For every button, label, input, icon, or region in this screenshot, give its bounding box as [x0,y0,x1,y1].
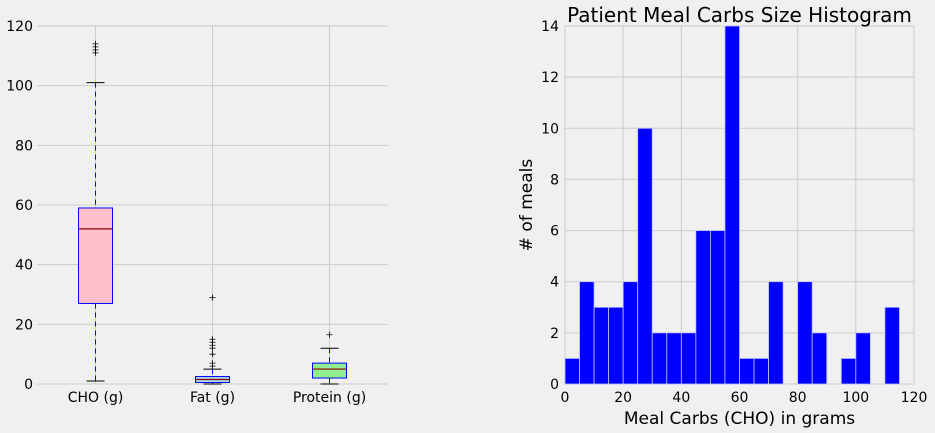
y-tick-label: 60 [15,198,33,214]
histogram-bar [811,332,828,385]
histogram-bar [739,358,755,385]
outlier-point [209,351,216,358]
y-tick-label: 2 [550,326,559,342]
histogram-bar [666,332,682,385]
y-tick-label: 0 [550,377,559,393]
y-tick-label: 40 [15,258,33,274]
histogram-bar [768,281,784,385]
y-axis-label: # of meals [517,159,537,252]
y-tick-label: 100 [6,79,33,95]
x-tick-label: Fat (g) [190,390,235,406]
y-tick-label: 120 [6,19,33,35]
histogram-bar [840,358,857,385]
histogram-bar [622,281,639,385]
y-tick-label: 20 [15,317,33,333]
x-tick-label: CHO (g) [68,390,124,406]
histogram-bar [884,306,900,385]
histogram-bar [797,281,813,385]
histogram-bar [637,127,653,385]
histogram-chart: 0 2 4 6 8 10 12 14 0 20 40 60 80 100 120 Patient Meal C… [517,3,927,429]
histogram-bar [608,306,624,385]
histogram-bar [855,332,871,385]
y-tick-label: 0 [24,377,33,393]
outlier-point [209,360,216,367]
histogram-bar [564,358,580,385]
x-tick-label: 80 [789,390,807,406]
outlier-point [209,294,216,301]
y-tick-label: 80 [15,138,33,154]
outlier-point [326,331,333,338]
chart-title: Patient Meal Carbs Size Histogram [567,3,912,27]
x-tick-label: 100 [842,390,869,406]
y-tick-label: 14 [541,19,559,35]
y-tick-label: 10 [541,121,559,137]
x-tick-label: 20 [614,390,632,406]
y-tick-label: 4 [550,275,559,291]
x-tick-label: 0 [561,390,570,406]
histogram-bar [753,358,769,385]
y-tick-label: 12 [541,70,559,86]
y-tick-label: 8 [550,172,559,188]
x-tick-label: 40 [672,390,690,406]
x-tick-label: Protein (g) [293,390,366,406]
box [78,207,113,304]
box [312,362,347,379]
histogram-bar [593,306,610,385]
y-tick-label: 6 [550,224,559,240]
x-tick-label: 60 [731,390,749,406]
x-tick-label: 120 [901,390,928,406]
histogram-bar [710,230,726,385]
boxplot-chart: 0 20 40 60 80 100 120 CHO (g) Fat (g) Protein (g) [6,19,388,406]
histogram-bar [579,281,595,385]
outlier-point [209,336,216,343]
outlier-point [92,40,99,47]
histogram-bar [695,230,711,385]
histogram-bar [724,25,740,385]
histogram-bar [680,332,697,385]
x-axis-label: Meal Carbs (CHO) in grams [624,409,855,429]
histogram-bar [651,332,668,385]
